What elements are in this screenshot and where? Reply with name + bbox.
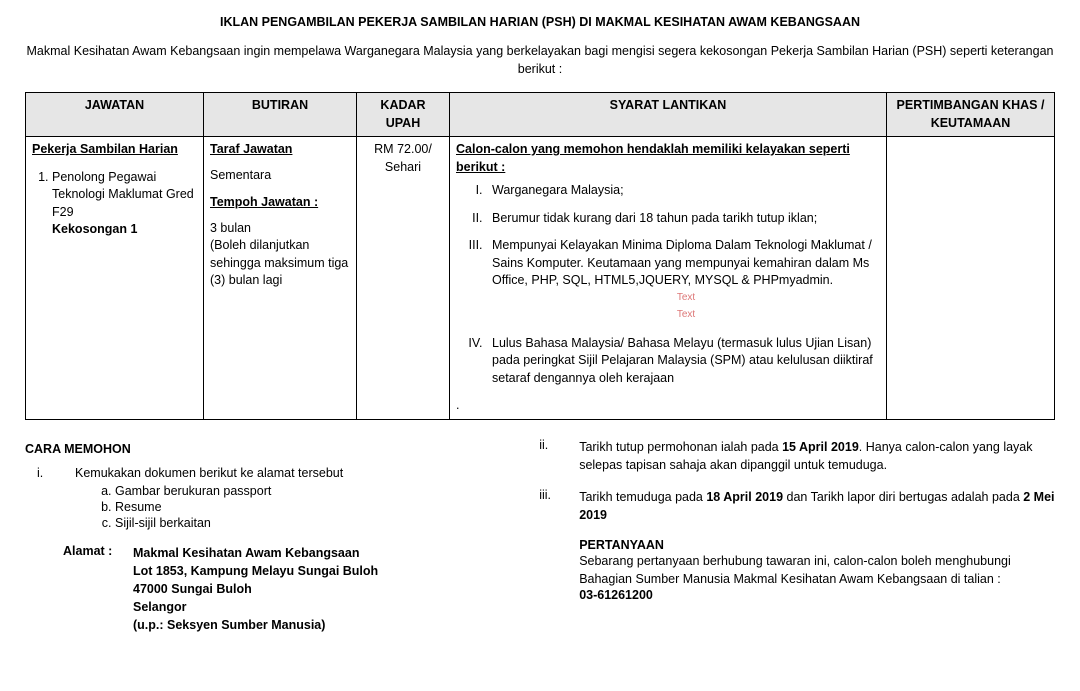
syarat-item: Berumur tidak kurang dari 18 tahun pada … [486, 210, 880, 228]
col-pertimbangan: PERTIMBANGAN KHAS / KEUTAMAAN [887, 93, 1055, 137]
rate-line1: RM 72.00/ [363, 141, 443, 159]
col-kadar: KADAR UPAH [357, 93, 450, 137]
syarat-lead: Calon-calon yang memohon hendaklah memil… [456, 142, 850, 174]
position-vacancy: Kekosongan 1 [52, 222, 137, 236]
pertimbangan-cell [887, 137, 1055, 420]
doc-item: Resume [115, 500, 501, 514]
address-line: 47000 Sungai Buloh [133, 580, 378, 598]
taraf-label: Taraf Jawatan [210, 141, 350, 159]
address-body: Makmal Kesihatan Awam Kebangsaan Lot 185… [133, 544, 378, 635]
col-jawatan: JAWATAN [26, 93, 204, 137]
address-line: Lot 1853, Kampung Melayu Sungai Buloh [133, 562, 378, 580]
watermark-text: Text [677, 309, 695, 320]
right-iii-text: Tarikh temuduga pada 18 April 2019 dan T… [579, 488, 1055, 524]
tempoh-label: Tempoh Jawatan : [210, 194, 350, 212]
taraf-value: Sementara [210, 167, 350, 185]
doc-item: Gambar berukuran passport [115, 484, 501, 498]
right-ii-text: Tarikh tutup permohonan ialah pada 15 Ap… [579, 438, 1055, 474]
page-title: IKLAN PENGAMBILAN PEKERJA SAMBILAN HARIA… [25, 15, 1055, 29]
address-line: (u.p.: Seksyen Sumber Manusia) [133, 616, 378, 634]
apply-i-num: i. [25, 466, 75, 480]
right-ii-num: ii. [531, 438, 579, 474]
question-body: Sebarang pertanyaan berhubung tawaran in… [579, 552, 1055, 588]
syarat-item: Mempunyai Kelayakan Minima Diploma Dalam… [486, 237, 880, 325]
syarat-item: Warganegara Malaysia; [486, 182, 880, 200]
question-heading: PERTANYAAN [579, 538, 1055, 552]
doc-item: Sijil-sijil berkaitan [115, 516, 501, 530]
apply-i-text: Kemukakan dokumen berikut ke alamat ters… [75, 466, 343, 480]
right-iii-num: iii. [531, 488, 579, 524]
address-line: Makmal Kesihatan Awam Kebangsaan [133, 544, 378, 562]
col-syarat: SYARAT LANTIKAN [450, 93, 887, 137]
job-table: JAWATAN BUTIRAN KADAR UPAH SYARAT LANTIK… [25, 92, 1055, 420]
position-name: Penolong Pegawai Teknologi Maklumat Gred… [52, 170, 194, 219]
watermark-text: Text [677, 292, 695, 303]
position-group: Pekerja Sambilan Harian [32, 142, 178, 156]
col-butiran: BUTIRAN [204, 93, 357, 137]
address-label: Alamat : [25, 544, 133, 635]
intro-text: Makmal Kesihatan Awam Kebangsaan ingin m… [25, 43, 1055, 78]
syarat-item: Lulus Bahasa Malaysia/ Bahasa Melayu (te… [486, 335, 880, 388]
question-tel: 03-61261200 [579, 588, 1055, 602]
apply-heading: CARA MEMOHON [25, 442, 501, 456]
position-item: Penolong Pegawai Teknologi Maklumat Gred… [52, 169, 197, 239]
table-row: Pekerja Sambilan Harian Penolong Pegawai… [26, 137, 1055, 420]
tempoh-note: (Boleh dilanjutkan sehingga maksimum tig… [210, 237, 350, 290]
rate-line2: Sehari [363, 159, 443, 177]
tempoh-value: 3 bulan [210, 220, 350, 238]
address-line: Selangor [133, 598, 378, 616]
